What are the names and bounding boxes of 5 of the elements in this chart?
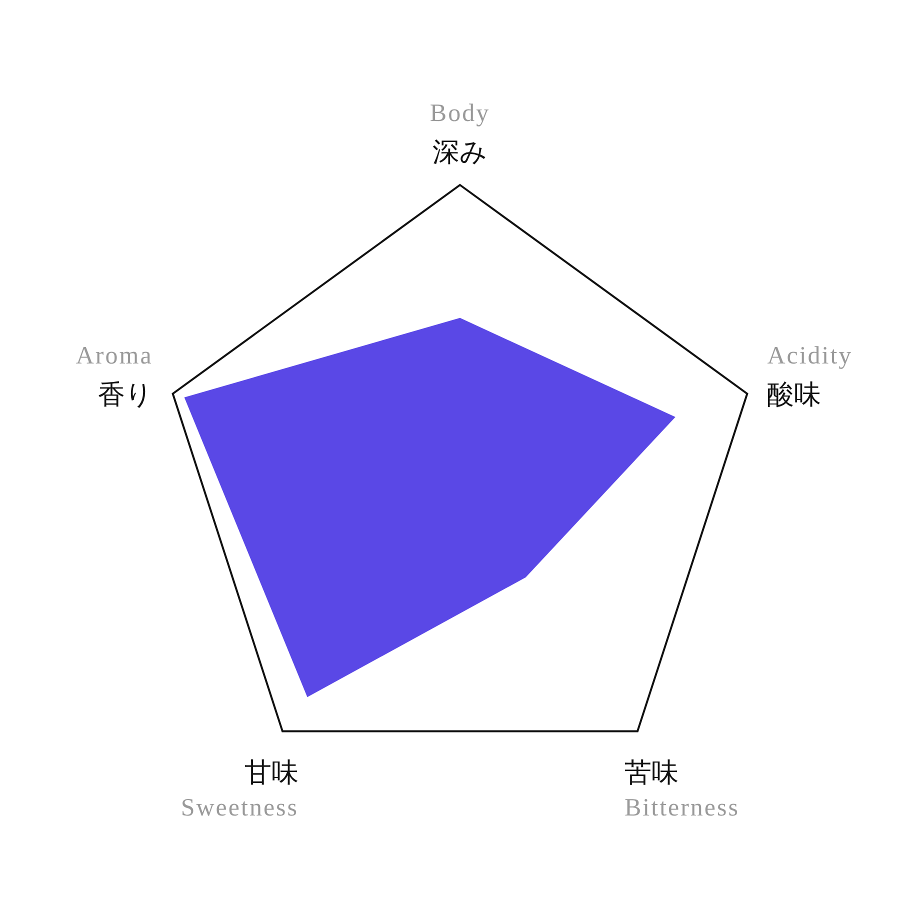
spoke-label: Acidity 酸味 — [767, 342, 853, 410]
spoke-label: Body 深み — [430, 100, 490, 167]
spoke-label: Aroma 香り — [76, 342, 153, 410]
spoke-label: 甘味 Sweetness — [180, 757, 298, 822]
spoke-label: 苦味 Bitterness — [624, 757, 740, 822]
